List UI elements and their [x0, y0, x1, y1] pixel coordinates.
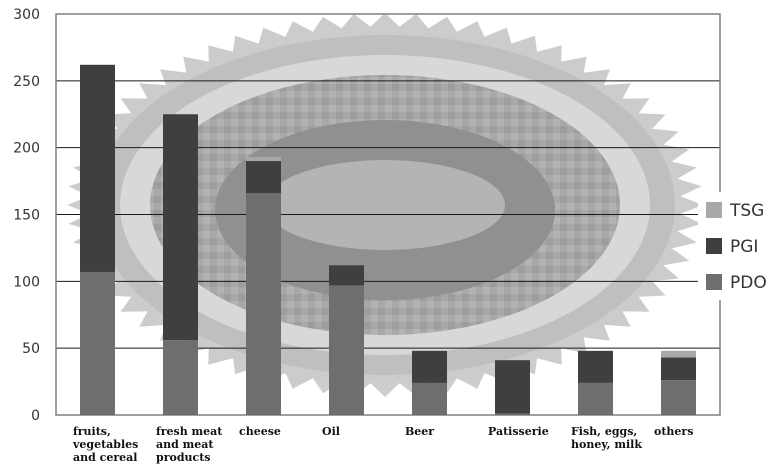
y-tick-label: 250: [13, 74, 40, 90]
x-tick-label: Oil: [322, 425, 340, 438]
legend-label-pgi: PGI: [730, 237, 758, 257]
bar-tsg: [246, 157, 281, 162]
bar-pdo: [163, 340, 198, 415]
legend: TSG PGI PDO: [698, 192, 778, 300]
bar-pdo: [412, 382, 447, 415]
seal-background-image: [67, 14, 703, 397]
bar-pgi: [329, 265, 364, 286]
x-tick-label: Patisserie: [488, 425, 549, 438]
bar-tsg: [661, 350, 696, 358]
bar-pdo: [80, 271, 115, 415]
bar-pgi: [495, 360, 530, 414]
x-tick-label: Beer: [405, 425, 434, 438]
bar-pgi: [578, 350, 613, 383]
x-axis: fruits, vegetables and cereal fresh meat and…: [72, 425, 693, 464]
y-tick-label: 200: [13, 141, 40, 157]
bar-pdo: [578, 382, 613, 415]
x-tick-label: others: [654, 425, 693, 438]
legend-swatch-pdo: [706, 274, 722, 290]
bar-pgi: [661, 357, 696, 381]
legend-swatch-pgi: [706, 238, 722, 254]
legend-label-tsg: TSG: [729, 201, 764, 221]
legend-swatch-tsg: [706, 202, 722, 218]
y-axis: 0 50 100 150 200 250 300: [13, 7, 40, 424]
seal-center-highlight: [265, 160, 505, 250]
x-tick-label: Fish, eggs, honey, milk: [571, 425, 642, 451]
bar-pgi: [80, 64, 115, 272]
x-tick-label: cheese: [239, 425, 281, 438]
x-tick-label: fruits, vegetables and cereal: [72, 425, 138, 464]
y-tick-label: 150: [13, 208, 40, 224]
bar-pgi: [246, 161, 281, 194]
bar-pdo: [495, 413, 530, 415]
y-tick-label: 0: [31, 408, 40, 424]
bars: [80, 64, 696, 415]
bar-pdo: [246, 193, 281, 415]
bar-pdo: [661, 380, 696, 415]
y-tick-label: 100: [13, 274, 40, 290]
bar-pgi: [412, 350, 447, 383]
x-tick-label: fresh meat and meat products: [156, 425, 223, 464]
y-tick-label: 300: [13, 7, 40, 23]
bar-pgi: [163, 114, 198, 341]
legend-label-pdo: PDO: [730, 273, 767, 293]
bar-pdo: [329, 285, 364, 415]
y-tick-label: 50: [22, 341, 40, 357]
